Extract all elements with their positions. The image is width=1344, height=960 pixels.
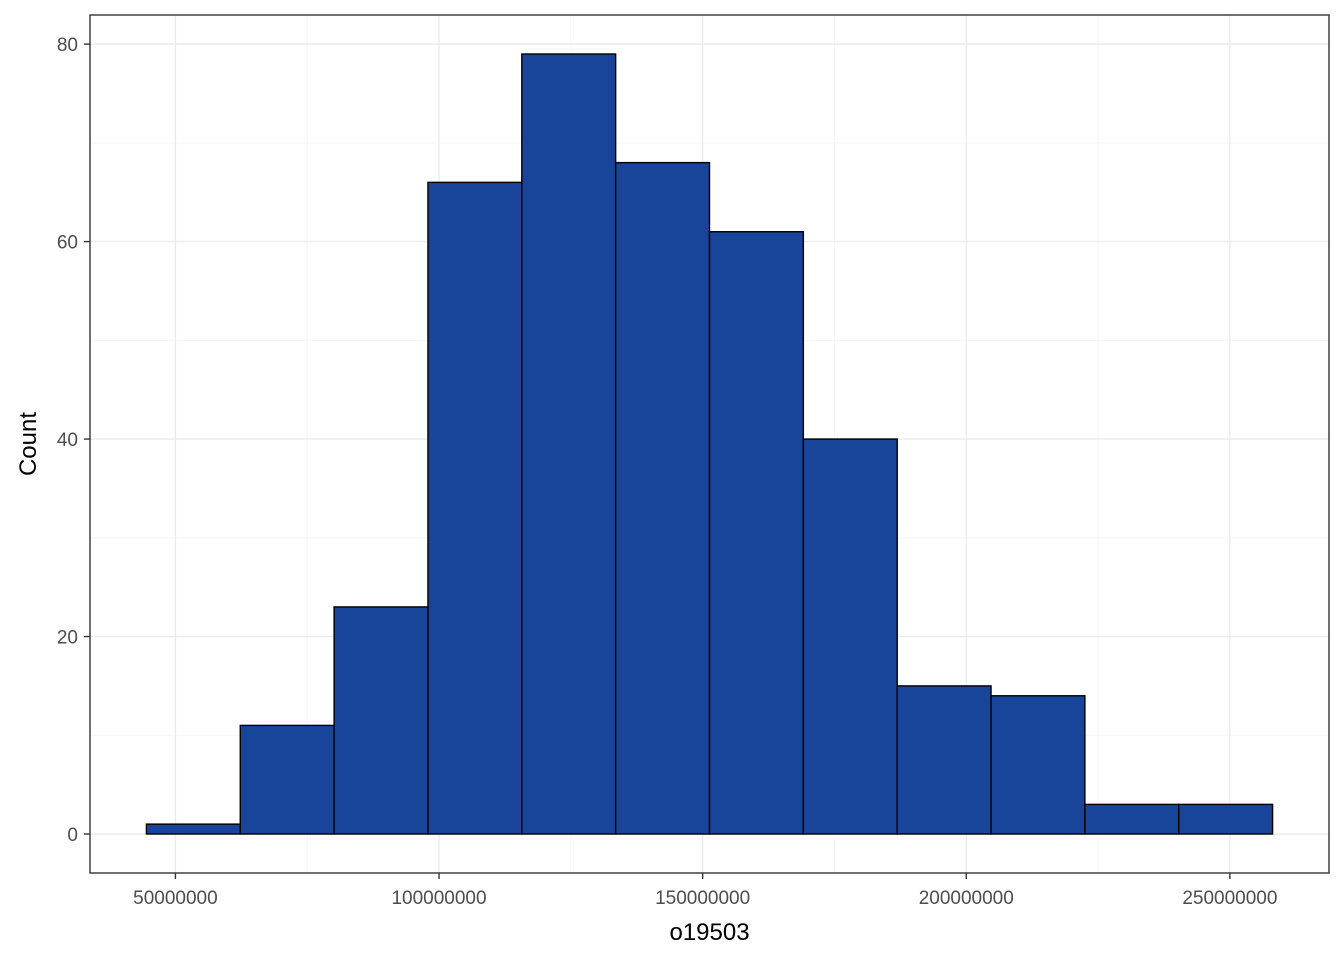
- y-tick-label: 0: [67, 825, 78, 846]
- x-axis-title: o19503: [669, 919, 749, 946]
- y-axis-title: Count: [15, 412, 42, 476]
- histogram-bar: [239, 724, 335, 835]
- histogram-bar: [708, 231, 805, 835]
- histogram-bar: [614, 161, 711, 835]
- y-tick-label: 60: [57, 233, 78, 254]
- histogram-bar: [427, 181, 523, 835]
- panel-border: [89, 14, 1330, 874]
- histogram-bar: [333, 606, 429, 835]
- x-tick-label: 100000000: [391, 888, 486, 909]
- histogram-bar: [1084, 803, 1180, 835]
- histogram-bar: [802, 438, 898, 835]
- x-tick-label: 150000000: [655, 888, 750, 909]
- x-tick-label: 250000000: [1182, 888, 1277, 909]
- histogram-bars: [145, 53, 1274, 835]
- histogram-bar: [990, 695, 1086, 835]
- histogram-bar: [896, 685, 992, 835]
- y-tick-label: 80: [57, 35, 78, 56]
- x-tick-label: 50000000: [133, 888, 218, 909]
- histogram-bar: [145, 823, 241, 835]
- y-tick-label: 20: [57, 628, 78, 649]
- y-axis: 0 20 40 60 80: [57, 35, 90, 846]
- x-axis: 50000000 100000000 150000000 200000000 25000…: [133, 873, 1277, 909]
- x-tick-label: 200000000: [919, 888, 1014, 909]
- histogram-bar: [521, 53, 617, 835]
- y-tick-label: 40: [57, 430, 78, 451]
- histogram-bar: [1178, 803, 1274, 835]
